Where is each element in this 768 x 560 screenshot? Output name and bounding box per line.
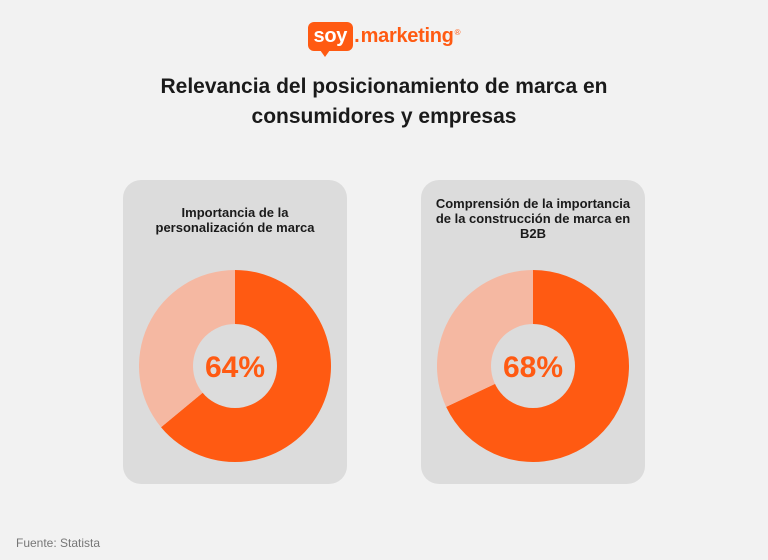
stat-card-b2b-brand-building: Comprensión de la importancia de la cons…	[421, 180, 645, 484]
logo-speech-bubble: soy	[307, 22, 354, 57]
donut-slice-remainder	[139, 270, 235, 428]
donut-chart-b2b: 68%	[437, 270, 629, 462]
stat-card-personalization: Importancia de la personalización de mar…	[123, 180, 347, 484]
logo-text: marketing	[360, 25, 454, 47]
donut-value-label: 64%	[205, 351, 265, 384]
page-title-line-1: Relevancia del posicionamiento de marca …	[160, 75, 608, 98]
logo-wordmark: soy . marketing ®	[307, 22, 461, 57]
brand-logo: soy . marketing ®	[0, 22, 768, 57]
page-title: Relevancia del posicionamiento de marca …	[0, 72, 768, 132]
logo-dot: .	[354, 25, 360, 47]
stat-card-title: Importancia de la personalización de mar…	[155, 205, 315, 235]
logo-registered-mark: ®	[454, 28, 461, 37]
donut-value-label: 68%	[503, 351, 563, 384]
donut-hole	[491, 324, 575, 408]
donut-hole	[193, 324, 277, 408]
page-title-line-2: consumidores y empresas	[251, 105, 517, 128]
source-note: Fuente: Statista	[16, 536, 101, 550]
stat-card-title: Comprensión de la importancia de la cons…	[435, 196, 631, 241]
donut-chart-personalization: 64%	[139, 270, 331, 462]
